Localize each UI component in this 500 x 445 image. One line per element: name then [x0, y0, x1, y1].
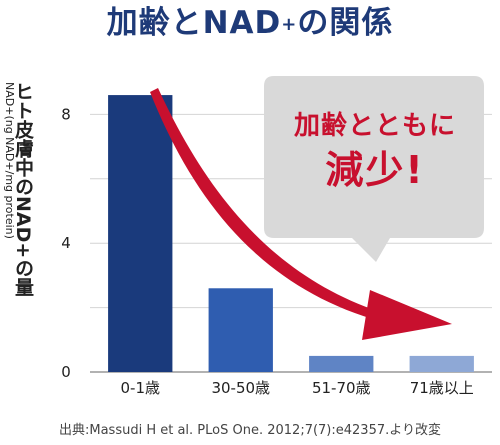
decline-arrow: [150, 88, 452, 340]
title-superscript: +: [281, 14, 298, 35]
bars: [108, 95, 474, 372]
title-main: 加齢とNAD: [106, 5, 282, 41]
y-tick-label: 0: [61, 363, 71, 381]
chart-title: 加齢とNAD+の関係: [0, 0, 500, 46]
title-tail: の関係: [297, 5, 394, 41]
source-footnote: 出典:Massudi H et al. PLoS One. 2012;7(7):…: [58, 423, 441, 438]
callout-box: [264, 76, 484, 262]
decline-arrow-head: [362, 290, 452, 340]
x-category-label: 71歳以上: [410, 379, 474, 397]
callout-text: 加齢とともに 減少!: [268, 108, 482, 196]
bar: [309, 355, 374, 372]
x-category-label: 30-50歳: [211, 379, 270, 397]
bar: [409, 355, 474, 372]
y-axis-label: ヒト皮膚中のNAD+の量: [12, 82, 34, 297]
x-category-labels: 0-1歳 30-50歳 51-70歳 71歳以上: [121, 379, 474, 397]
x-category-label: 51-70歳: [312, 379, 371, 397]
y-tick-label: 8: [61, 105, 71, 123]
callout-line-2: 減少!: [325, 148, 425, 192]
x-category-label: 0-1歳: [121, 379, 161, 397]
bar: [208, 288, 273, 372]
bar: [108, 95, 173, 372]
callout-bubble: [264, 76, 484, 262]
y-tick-label: 4: [61, 234, 71, 252]
y-tick-labels: 0 4 8: [61, 105, 71, 381]
y-axis-unit-label: NAD+(ng NAD+/mg protein): [3, 82, 16, 239]
callout-line-1: 加齢とともに: [293, 111, 456, 141]
